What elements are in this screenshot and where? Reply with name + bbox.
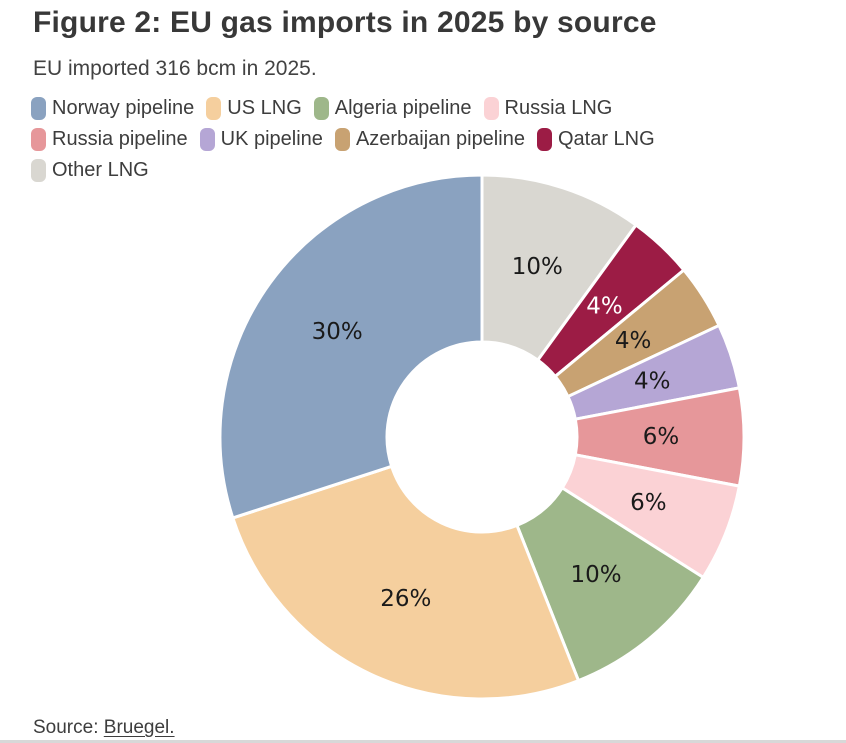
legend-item-us-lng: US LNG — [206, 96, 302, 120]
slice-label-russia-pipeline: 6% — [643, 424, 680, 450]
slice-label-azerbaijan-pipeline: 4% — [615, 328, 652, 354]
legend-label: Russia pipeline — [52, 128, 188, 150]
source-prefix: Source: — [33, 717, 104, 738]
legend-swatch-icon — [313, 96, 329, 120]
pie-slice-algeria-pipeline — [515, 486, 705, 683]
legend-swatch-icon — [31, 127, 46, 151]
legend-item-russia-pipeline: Russia pipeline — [31, 127, 188, 151]
legend-item-algeria-pipeline: Algeria pipeline — [313, 96, 472, 120]
legend-label: US LNG — [227, 97, 302, 119]
legend-item-other-lng: Other LNG — [31, 158, 149, 182]
figure-subtitle: EU imported 316 bcm in 2025. — [33, 57, 317, 80]
pie-slice-norway-pipeline — [218, 173, 484, 520]
donut-svg: 10% 4% 4% 4% 6% 6% 10% 26% 30% — [218, 173, 746, 701]
legend-label: Azerbaijan pipeline — [355, 128, 525, 150]
legend-swatch-icon — [536, 127, 552, 151]
legend-item-russia-lng: Russia LNG — [483, 96, 613, 120]
chart-legend: Norway pipeline US LNG Algeria pipeline Rus… — [31, 96, 761, 182]
legend-swatch-icon — [31, 96, 46, 120]
source-link[interactable]: Bruegel. — [103, 717, 175, 738]
slice-label-qatar-lng: 4% — [586, 294, 623, 320]
legend-swatch-icon — [199, 127, 215, 151]
figure-title: Figure 2: EU gas imports in 2025 by sour… — [33, 6, 657, 39]
slice-label-uk-pipeline: 4% — [634, 369, 671, 395]
pie-slice-us-lng — [231, 464, 580, 701]
legend-swatch-icon — [334, 127, 350, 151]
legend-swatch-icon — [206, 96, 222, 120]
legend-label: Other LNG — [52, 159, 149, 181]
pie-slice-other-lng — [480, 173, 638, 362]
legend-label: Norway pipeline — [52, 97, 195, 119]
figure-source: Source: Bruegel. — [33, 717, 175, 739]
slice-label-norway-pipeline: 30% — [312, 319, 363, 345]
slice-label-russia-lng: 6% — [630, 490, 667, 516]
slice-label-algeria-pipeline: 10% — [571, 562, 622, 588]
legend-item-uk-pipeline: UK pipeline — [199, 127, 323, 151]
legend-label: Russia LNG — [504, 97, 613, 119]
legend-swatch-icon — [31, 158, 46, 182]
legend-label: Algeria pipeline — [334, 97, 472, 119]
legend-swatch-icon — [483, 96, 499, 120]
legend-item-azerbaijan-pipeline: Azerbaijan pipeline — [334, 127, 525, 151]
legend-label: UK pipeline — [220, 128, 323, 150]
legend-label: Qatar LNG — [557, 128, 655, 150]
legend-item-qatar-lng: Qatar LNG — [536, 127, 655, 151]
slice-label-us-lng: 26% — [380, 586, 431, 612]
legend-item-norway-pipeline: Norway pipeline — [31, 96, 194, 120]
slice-label-other-lng: 10% — [512, 254, 563, 280]
bottom-divider — [0, 740, 846, 743]
